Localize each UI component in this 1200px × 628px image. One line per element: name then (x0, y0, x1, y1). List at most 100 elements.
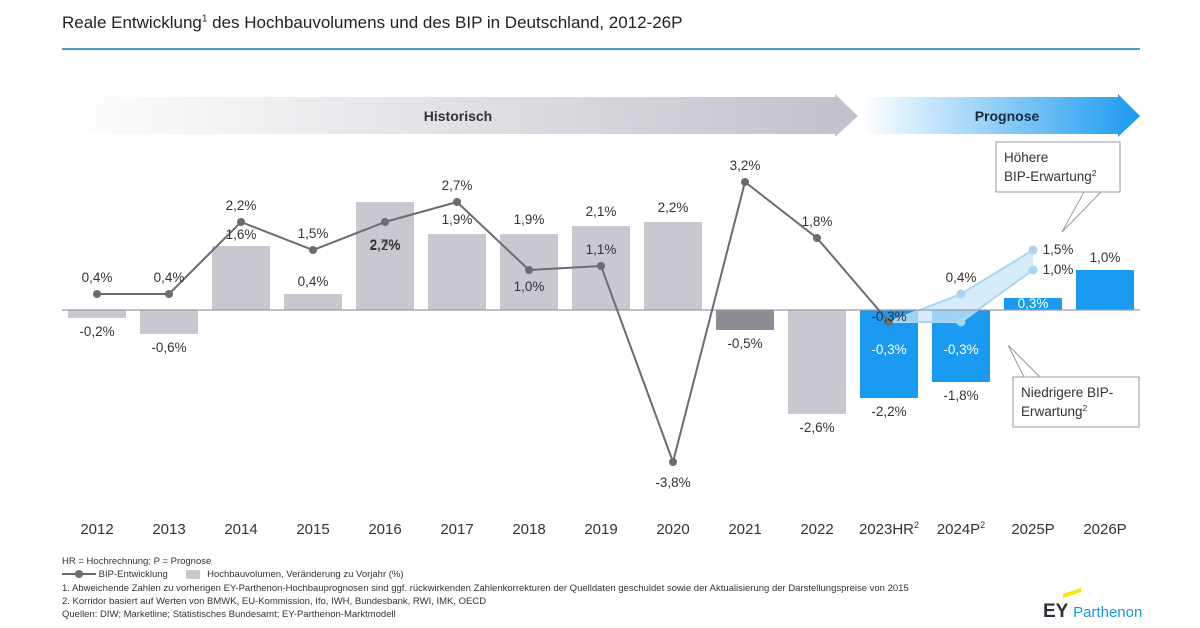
abbrev-note: HR = Hochrechnung; P = Prognose (62, 556, 212, 567)
bar-label-2017: 1,9% (442, 212, 473, 227)
forecast-label: Prognose (975, 108, 1040, 124)
x-tick-2024P: 2024P2 (937, 520, 985, 538)
corridor-lower-label-2023HR: -0,3% (871, 342, 906, 357)
x-tick-2023HR: 2023HR2 (859, 520, 919, 538)
bar-label-2024P: -1,8% (943, 388, 978, 403)
x-tick-2019: 2019 (584, 521, 617, 538)
gdp-point-2016 (381, 218, 389, 226)
gdp-label-2020: -3,8% (655, 475, 690, 490)
callout-higher-line1: Höhere (1004, 150, 1048, 165)
x-tick-2018: 2018 (512, 521, 545, 538)
x-tick-2020: 2020 (656, 521, 689, 538)
bar-label-2019: 2,1% (586, 204, 617, 219)
callout-lower-line1: Niedrigere BIP- (1021, 385, 1113, 400)
gdp-label-2018: 1,0% (514, 279, 545, 294)
bar-2014 (212, 246, 270, 310)
callout-lower-line2: Erwartung2 (1021, 403, 1088, 419)
logo-name: Parthenon (1073, 604, 1143, 621)
gdp-label-2019: 1,1% (586, 242, 617, 257)
corridor-upper-point-2025P (1028, 245, 1038, 255)
callout-higher-line2: BIP-Erwartung2 (1004, 168, 1097, 184)
gdp-label-2014: 2,2% (226, 198, 257, 213)
corridor-lower-point-2024P (956, 317, 966, 327)
bar-label-2015: 0,4% (298, 274, 329, 289)
gdp-point-2018 (525, 266, 533, 274)
callout-higher-pointer (1061, 191, 1103, 233)
gdp-corridor-band (889, 250, 1033, 322)
bar-label-2021: -0,5% (727, 336, 762, 351)
x-tick-2021: 2021 (728, 521, 761, 538)
sources-note: Quellen: DIW; Marketline; Statistisches … (62, 609, 396, 620)
callout-lower-pointer (1007, 344, 1042, 378)
gdp-point-2020 (669, 458, 677, 466)
bar-2025P (1004, 298, 1062, 310)
bar-2020 (644, 222, 702, 310)
bar-label-2026P: 1,0% (1090, 250, 1121, 265)
gdp-point-2023HR (885, 318, 893, 326)
chart-title: Reale Entwicklung1 des Hochbauvolumens u… (62, 13, 683, 32)
x-tick-2025P: 2025P (1011, 521, 1054, 538)
gdp-point-2022 (813, 234, 821, 242)
x-tick-2022: 2022 (800, 521, 833, 538)
gdp-point-2017 (453, 198, 461, 206)
callout-lower-box (1012, 376, 1140, 428)
gdp-label-2022: 1,8% (802, 214, 833, 229)
logo-slash (1063, 588, 1081, 598)
bar-label-2023HR: -2,2% (871, 404, 906, 419)
x-tick-2026P: 2026P (1083, 521, 1126, 538)
bar-2022 (788, 310, 846, 414)
legend: BIP-Entwicklung Hochbauvolumen, Veränder… (62, 569, 404, 580)
gdp-point-2012 (93, 290, 101, 298)
legend-line-icon (62, 569, 96, 579)
bar-2026P (1076, 270, 1134, 310)
bar-2017 (428, 234, 486, 310)
footnote-1: 1. Abweichende Zahlen zu vorherigen EY-P… (62, 583, 909, 594)
bar-label-2022: -2,6% (799, 420, 834, 435)
legend-bar-icon (186, 569, 201, 579)
x-tick-2017: 2017 (440, 521, 473, 538)
bar-label-2020: 2,2% (658, 200, 689, 215)
gdp-label-2016: 2,7% (370, 237, 401, 252)
logo-brand: EY (1043, 601, 1069, 622)
footnote-2: 2. Korridor basiert auf Werten von BMWK,… (62, 596, 487, 607)
gdp-label-2023HR: -0,3% (871, 309, 906, 324)
x-tick-2016: 2016 (368, 521, 401, 538)
gdp-point-2014 (237, 218, 245, 226)
gdp-point-2015 (309, 246, 317, 254)
corridor-lower-label-2024P: -0,3% (943, 342, 978, 357)
historic-label: Historisch (424, 108, 492, 124)
gdp-point-2013 (165, 290, 173, 298)
callout-higher-box (995, 141, 1121, 193)
gdp-label-2021: 3,2% (730, 158, 761, 173)
x-tick-2013: 2013 (152, 521, 185, 538)
bar-label-2014: 1,6% (226, 227, 257, 242)
historic-arrow (62, 94, 858, 137)
bar-label-2025P: 0,3% (1018, 296, 1049, 311)
bar-2013 (140, 310, 198, 334)
corridor-upper-label-2025P: 1,5% (1043, 242, 1074, 257)
gdp-label-2012: 0,4% (82, 270, 113, 285)
forecast-arrow (862, 94, 1140, 137)
corridor-upper-point-2024P (956, 289, 966, 299)
gdp-label-2015: 1,5% (298, 226, 329, 241)
corridor-upper-label-2024P: 0,4% (946, 270, 977, 285)
gdp-label-2013: 0,4% (154, 270, 185, 285)
corridor-lower-label-2025P: 1,0% (1043, 262, 1074, 277)
corridor-lower-point-2025P (1028, 265, 1038, 275)
legend-bar-label: Hochbauvolumen, Veränderung zu Vorjahr (… (207, 569, 404, 580)
gdp-line (97, 180, 890, 466)
gdp-point-2021 (741, 178, 749, 186)
legend-line-label: BIP-Entwicklung (98, 569, 168, 580)
gdp-point-2019 (597, 262, 605, 270)
bar-label-2018: 1,9% (514, 212, 545, 227)
ey-parthenon-logo: EY Parthenon (1043, 588, 1143, 623)
bar-label-2012: -0,2% (79, 324, 114, 339)
combo-chart: Historisch Prognose -0,2% -0,6% 1,6% 0,4% 2,… (62, 94, 1140, 538)
title-rule (62, 48, 1140, 50)
x-tick-2012: 2012 (80, 521, 113, 538)
bar-label-2013: -0,6% (151, 340, 186, 355)
x-tick-2014: 2014 (224, 521, 257, 538)
bar-2021 (716, 310, 774, 330)
bar-2012 (68, 310, 126, 318)
x-tick-2015: 2015 (296, 521, 329, 538)
